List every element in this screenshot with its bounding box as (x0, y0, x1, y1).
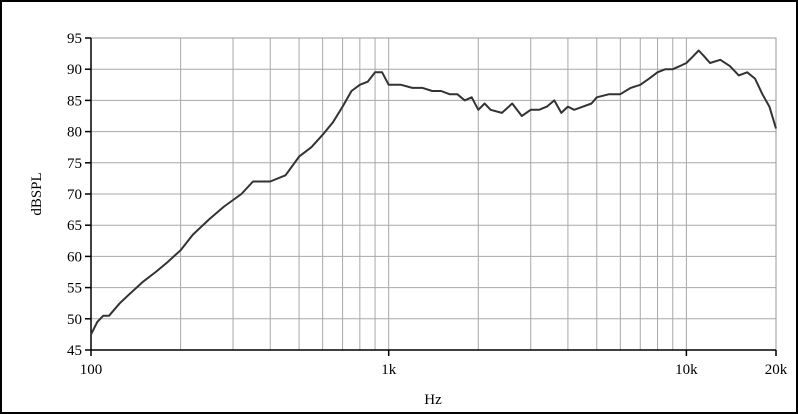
series-line-0 (90, 49, 777, 335)
x-tick-label: 1k (381, 362, 397, 378)
y-tick-label: 85 (67, 93, 82, 109)
axes (85, 37, 777, 356)
y-tick-label: 75 (67, 156, 82, 172)
y-tick-label: 80 (67, 125, 82, 141)
y-tick-label: 95 (67, 31, 82, 47)
y-tick-label: 50 (67, 312, 82, 328)
y-axis-title: dBSPL (29, 172, 45, 215)
x-tick-label: 100 (80, 362, 103, 378)
tick-labels: 45 50 55 60 65 70 75 80 85 90 95 100 1k 10k 20k (67, 31, 788, 378)
y-tick-label: 70 (67, 187, 82, 203)
x-tick-label: 20k (765, 362, 788, 378)
x-axis-title: Hz (424, 392, 442, 408)
y-tick-label: 65 (67, 218, 82, 234)
x-tick-label: 10k (675, 362, 698, 378)
y-tick-label: 45 (67, 343, 82, 359)
y-tick-label: 55 (67, 281, 82, 297)
y-tick-label: 60 (67, 249, 82, 265)
y-tick-label: 90 (67, 62, 82, 78)
series-layer (90, 49, 777, 335)
grid-lines (91, 38, 776, 350)
